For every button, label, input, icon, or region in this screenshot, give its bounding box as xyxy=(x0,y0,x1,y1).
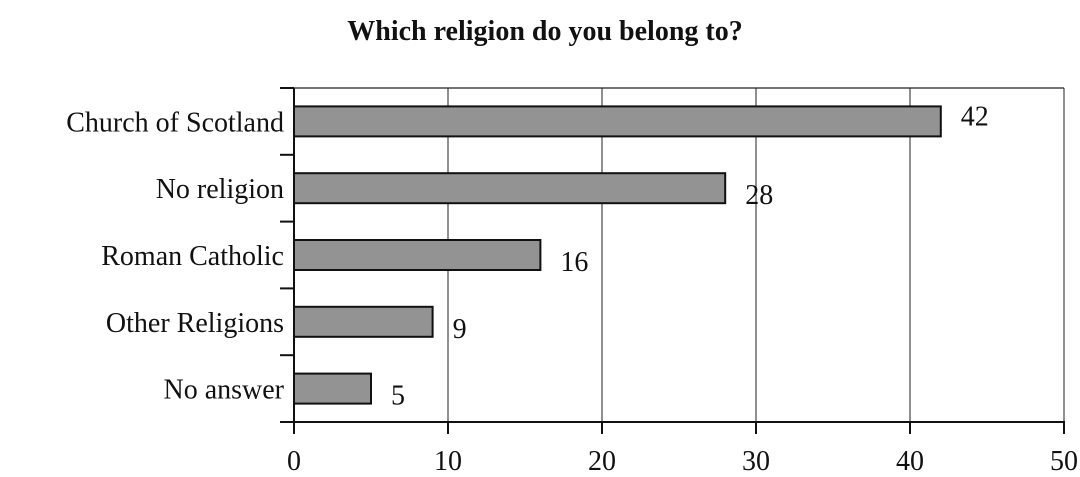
bar xyxy=(293,239,542,271)
data-label: 42 xyxy=(961,101,989,132)
category-label: Roman Catholic xyxy=(101,241,284,272)
category-label: No answer xyxy=(163,375,284,406)
bar xyxy=(293,172,727,205)
x-tick-label: 30 xyxy=(742,446,770,477)
x-tick-label: 40 xyxy=(896,446,924,477)
x-tick-label: 20 xyxy=(588,446,616,477)
data-label: 28 xyxy=(745,180,773,211)
x-tick-label: 0 xyxy=(287,446,301,477)
category-label: No religion xyxy=(156,174,284,205)
data-label: 9 xyxy=(453,314,467,345)
x-tick-label: 10 xyxy=(434,446,462,477)
category-label: Church of Scotland xyxy=(66,107,284,138)
bar xyxy=(293,105,942,138)
data-label: 16 xyxy=(560,247,588,278)
bar xyxy=(293,305,434,338)
x-tick-label: 50 xyxy=(1050,446,1078,477)
chart-title: Which religion do you belong to? xyxy=(347,16,742,47)
category-label: Other Religions xyxy=(106,308,284,339)
data-label: 5 xyxy=(391,381,405,412)
bar xyxy=(293,372,372,405)
